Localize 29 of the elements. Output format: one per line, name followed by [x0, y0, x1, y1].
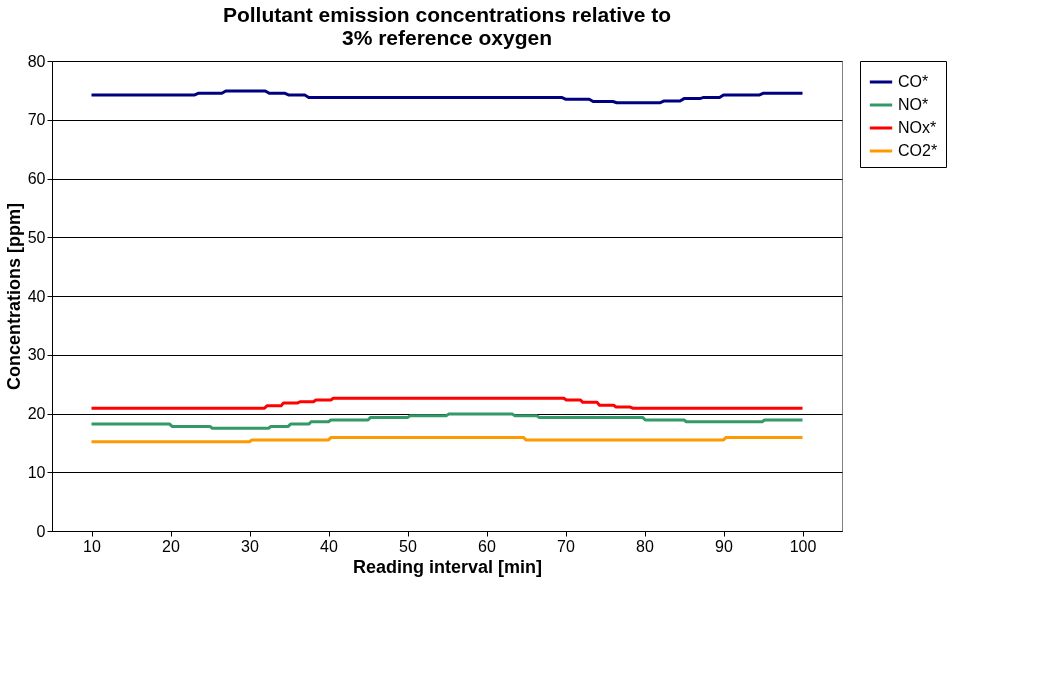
line-series	[90, 396, 804, 410]
line-series	[90, 89, 804, 105]
x-tick-label: 90	[715, 537, 733, 555]
chart-title: Pollutant emission concentrations relative to 3% reference oxygen	[222, 3, 672, 49]
legend-label: CO*	[898, 73, 929, 90]
x-tick-label: 70	[557, 537, 575, 555]
y-tick-label: 50	[27, 228, 46, 246]
x-tick-label: 60	[478, 537, 496, 555]
x-tick-label: 80	[636, 537, 654, 555]
y-tick-label: 40	[27, 287, 46, 305]
y-tick-label: 80	[27, 52, 46, 70]
x-axis-title: Reading interval [min]	[352, 556, 543, 577]
line-series	[90, 412, 804, 430]
legend-label: NO*	[898, 96, 929, 113]
y-axis-title: Concentrations [ppm]	[3, 203, 24, 390]
y-tick-label: 60	[27, 170, 46, 187]
x-tick-label: 10	[83, 537, 101, 555]
x-tick-label: 40	[320, 537, 338, 555]
x-tick-label: 50	[399, 537, 417, 555]
y-tick-label: 30	[27, 346, 46, 364]
y-tick-label: 70	[27, 111, 46, 129]
x-tick-label: 30	[241, 537, 259, 555]
x-tick-label: 20	[162, 537, 180, 555]
legend-label: CO2*	[898, 142, 938, 159]
y-tick-label: 20	[27, 405, 46, 422]
y-tick-label: 0	[36, 522, 46, 540]
y-tick-label: 10	[27, 463, 46, 481]
x-tick-label: 100	[789, 537, 817, 555]
legend-label: NOx*	[898, 119, 937, 136]
